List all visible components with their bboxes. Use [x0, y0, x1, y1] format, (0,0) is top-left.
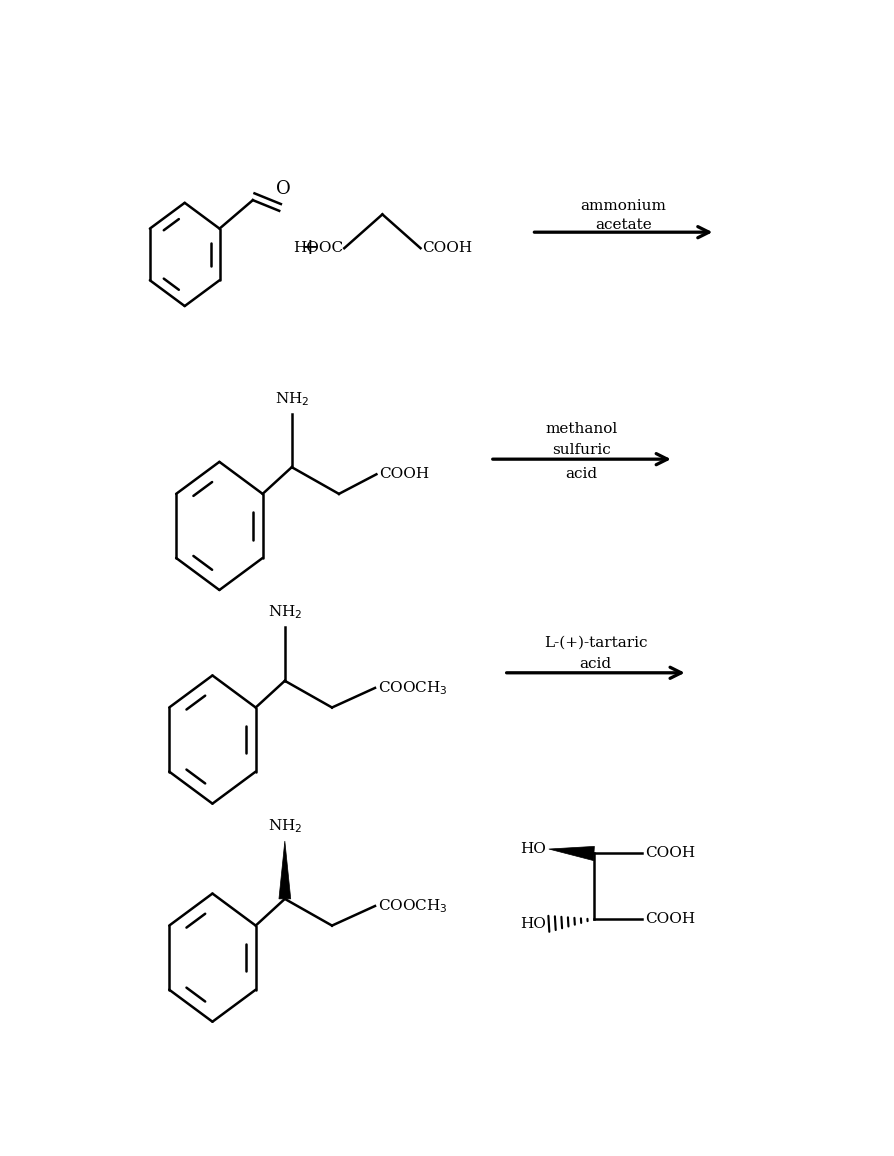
Text: acetate: acetate — [595, 218, 651, 232]
Text: COOH: COOH — [379, 467, 429, 481]
Text: acid: acid — [565, 467, 597, 481]
Text: COOH: COOH — [422, 242, 472, 255]
Text: COOH: COOH — [645, 912, 695, 926]
Text: O: O — [275, 180, 291, 199]
Text: L-(+)-tartaric: L-(+)-tartaric — [544, 636, 646, 650]
Text: HO: HO — [519, 842, 545, 857]
Text: HO: HO — [519, 917, 545, 931]
Text: COOCH$_3$: COOCH$_3$ — [377, 897, 447, 914]
Text: HOOC: HOOC — [292, 242, 342, 255]
Text: NH$_2$: NH$_2$ — [267, 603, 302, 621]
Text: COOCH$_3$: COOCH$_3$ — [377, 679, 447, 697]
Text: acid: acid — [579, 657, 611, 670]
Text: NH$_2$: NH$_2$ — [274, 390, 308, 408]
Text: COOH: COOH — [645, 846, 695, 860]
Polygon shape — [548, 846, 594, 860]
Text: +: + — [299, 237, 318, 259]
Text: ammonium: ammonium — [580, 199, 666, 213]
Text: NH$_2$: NH$_2$ — [267, 817, 302, 835]
Text: sulfuric: sulfuric — [552, 444, 611, 458]
Polygon shape — [279, 842, 291, 899]
Text: methanol: methanol — [545, 422, 617, 436]
